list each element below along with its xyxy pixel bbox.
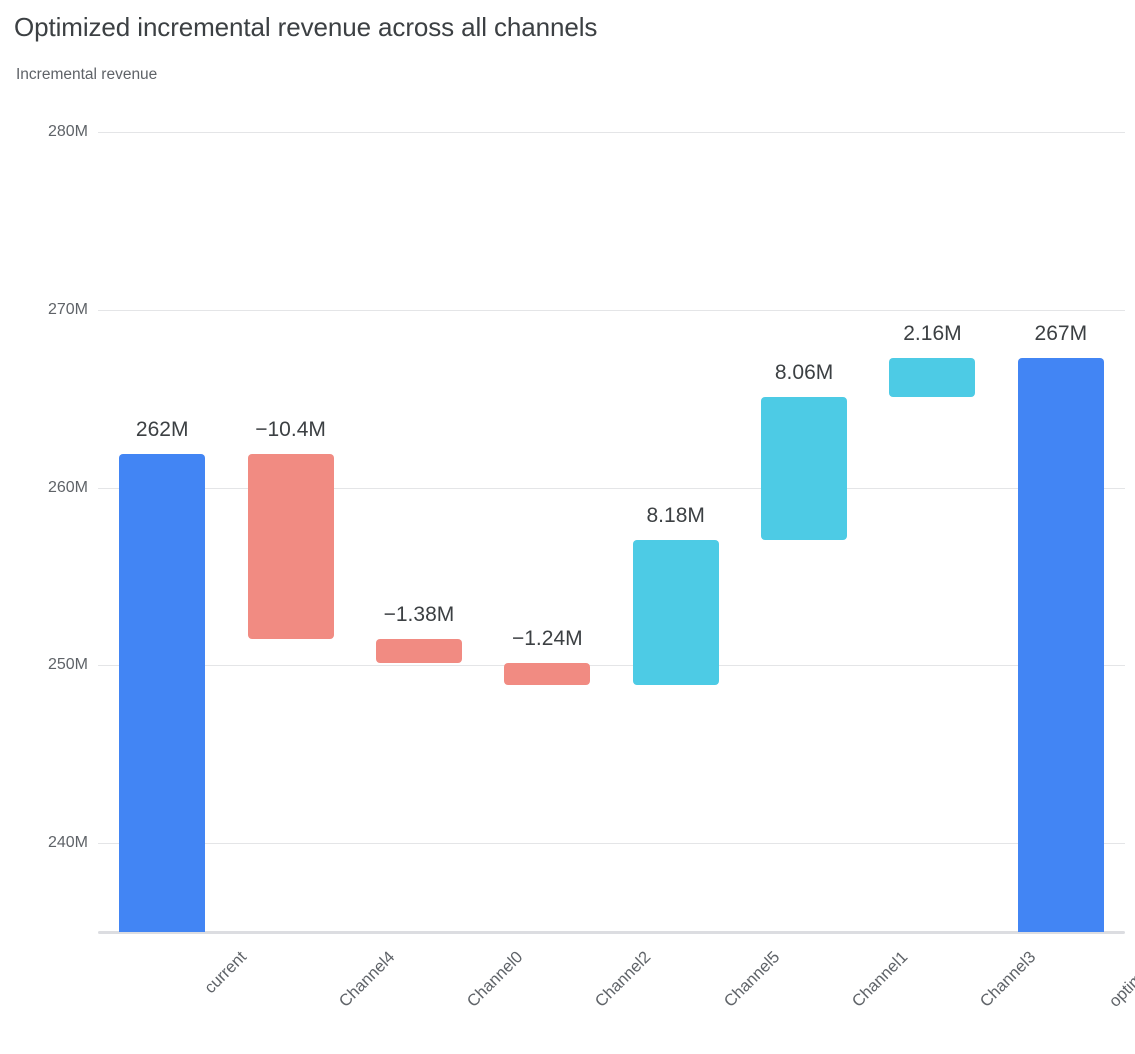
- bar-channel4[interactable]: [247, 453, 334, 639]
- y-axis-tick-label: 270M: [47, 300, 88, 318]
- bar-value-label: 267M: [1034, 322, 1088, 346]
- bar-value-label: −1.24M: [511, 627, 583, 651]
- x-axis-tick-label[interactable]: Channel3: [977, 948, 1040, 1011]
- bar-value-label: 8.06M: [774, 360, 834, 384]
- gridline: [98, 132, 1125, 133]
- x-axis-tick-label[interactable]: Channel2: [592, 948, 655, 1011]
- bar-channel0[interactable]: [375, 638, 462, 664]
- bar-channel3[interactable]: [889, 358, 976, 397]
- x-axis: current Channel4 Channel0 Channel2 Channel5 C…: [0, 934, 1135, 1054]
- bar-value-label: −1.38M: [383, 602, 455, 626]
- x-axis-tick-label[interactable]: Channel0: [463, 948, 527, 1011]
- bar-optimized[interactable]: [1017, 358, 1104, 932]
- gridline: [98, 665, 1125, 667]
- x-axis-tick-label[interactable]: current: [201, 948, 251, 998]
- bar-value-label: −10.4M: [255, 417, 326, 441]
- x-axis-tick-label[interactable]: Channel1: [848, 948, 912, 1011]
- y-axis-tick-label: 260M: [47, 478, 88, 496]
- y-axis: 280M 270M 260M 250M 240M: [0, 0, 88, 1054]
- axis-baseline: [98, 931, 1125, 934]
- bar-value-label: 2.16M: [903, 322, 962, 346]
- bar-value-label: 262M: [135, 417, 189, 441]
- bar-channel1[interactable]: [761, 396, 848, 540]
- y-axis-tick-label: 240M: [47, 834, 88, 852]
- page-title: Optimized incremental revenue across all…: [14, 12, 598, 42]
- plot-area: [98, 120, 1125, 932]
- chart-subtitle: Incremental revenue: [16, 66, 158, 83]
- x-axis-tick-label[interactable]: optimized: [1105, 948, 1135, 1011]
- y-axis-tick-label: 280M: [47, 123, 88, 140]
- x-axis-tick-label[interactable]: Channel4: [335, 948, 398, 1011]
- bar-current[interactable]: [119, 453, 206, 932]
- y-axis-tick-label: 250M: [47, 656, 88, 674]
- gridline: [98, 843, 1125, 845]
- bar-channel5[interactable]: [632, 539, 719, 686]
- gridline: [98, 487, 1125, 489]
- gridline: [98, 309, 1125, 311]
- bar-value-label: 8.18M: [646, 503, 705, 527]
- x-axis-tick-label[interactable]: Channel5: [720, 948, 784, 1011]
- bar-channel2[interactable]: [504, 663, 591, 686]
